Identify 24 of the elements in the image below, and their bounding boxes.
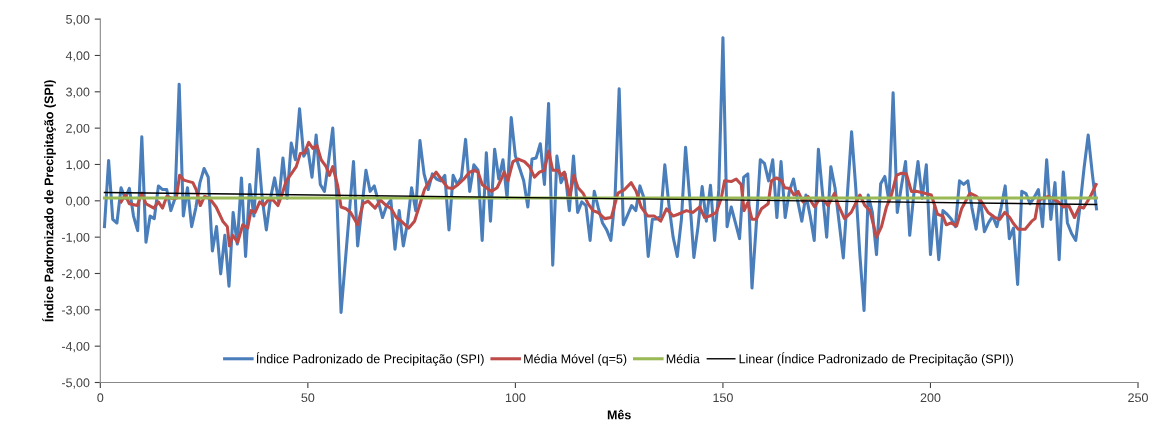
legend-label: Índice Padronizado de Precipitação (SPI) [256, 352, 484, 366]
y-tick-label: -3,00 [61, 305, 90, 316]
y-axis-title: Índice Padronizado de Precipitação (SPI) [42, 80, 56, 322]
y-tick-label: 2,00 [66, 123, 90, 135]
y-tick-label: -1,00 [61, 232, 90, 244]
x-tick-label: 250 [1128, 393, 1148, 403]
y-tick-label: 5,00 [66, 14, 90, 26]
y-tick-label: -2,00 [61, 269, 90, 280]
y-tick-label: -4,00 [61, 341, 90, 353]
y-tick-label: 3,00 [66, 87, 90, 98]
y-tick-label: 0,00 [66, 196, 90, 207]
legend-label: Linear (Índice Padronizado de Precipitação (SPI)) [739, 352, 1013, 366]
x-tick-label: 150 [713, 393, 733, 403]
legend-label: Média [666, 353, 700, 364]
x-tick-label: 0 [97, 393, 104, 403]
legend-label: Média Móvel (q=5) [524, 353, 627, 366]
y-tick-label: 4,00 [65, 51, 90, 62]
x-tick-label: 100 [505, 393, 526, 403]
y-tick-label: 1,00 [66, 160, 90, 171]
x-axis-title: Mês [607, 409, 631, 420]
line-series [119, 140, 1098, 248]
y-tick-label: -5,00 [61, 378, 90, 389]
x-tick-label: 200 [920, 393, 941, 403]
x-tick-label: 50 [301, 393, 315, 403]
